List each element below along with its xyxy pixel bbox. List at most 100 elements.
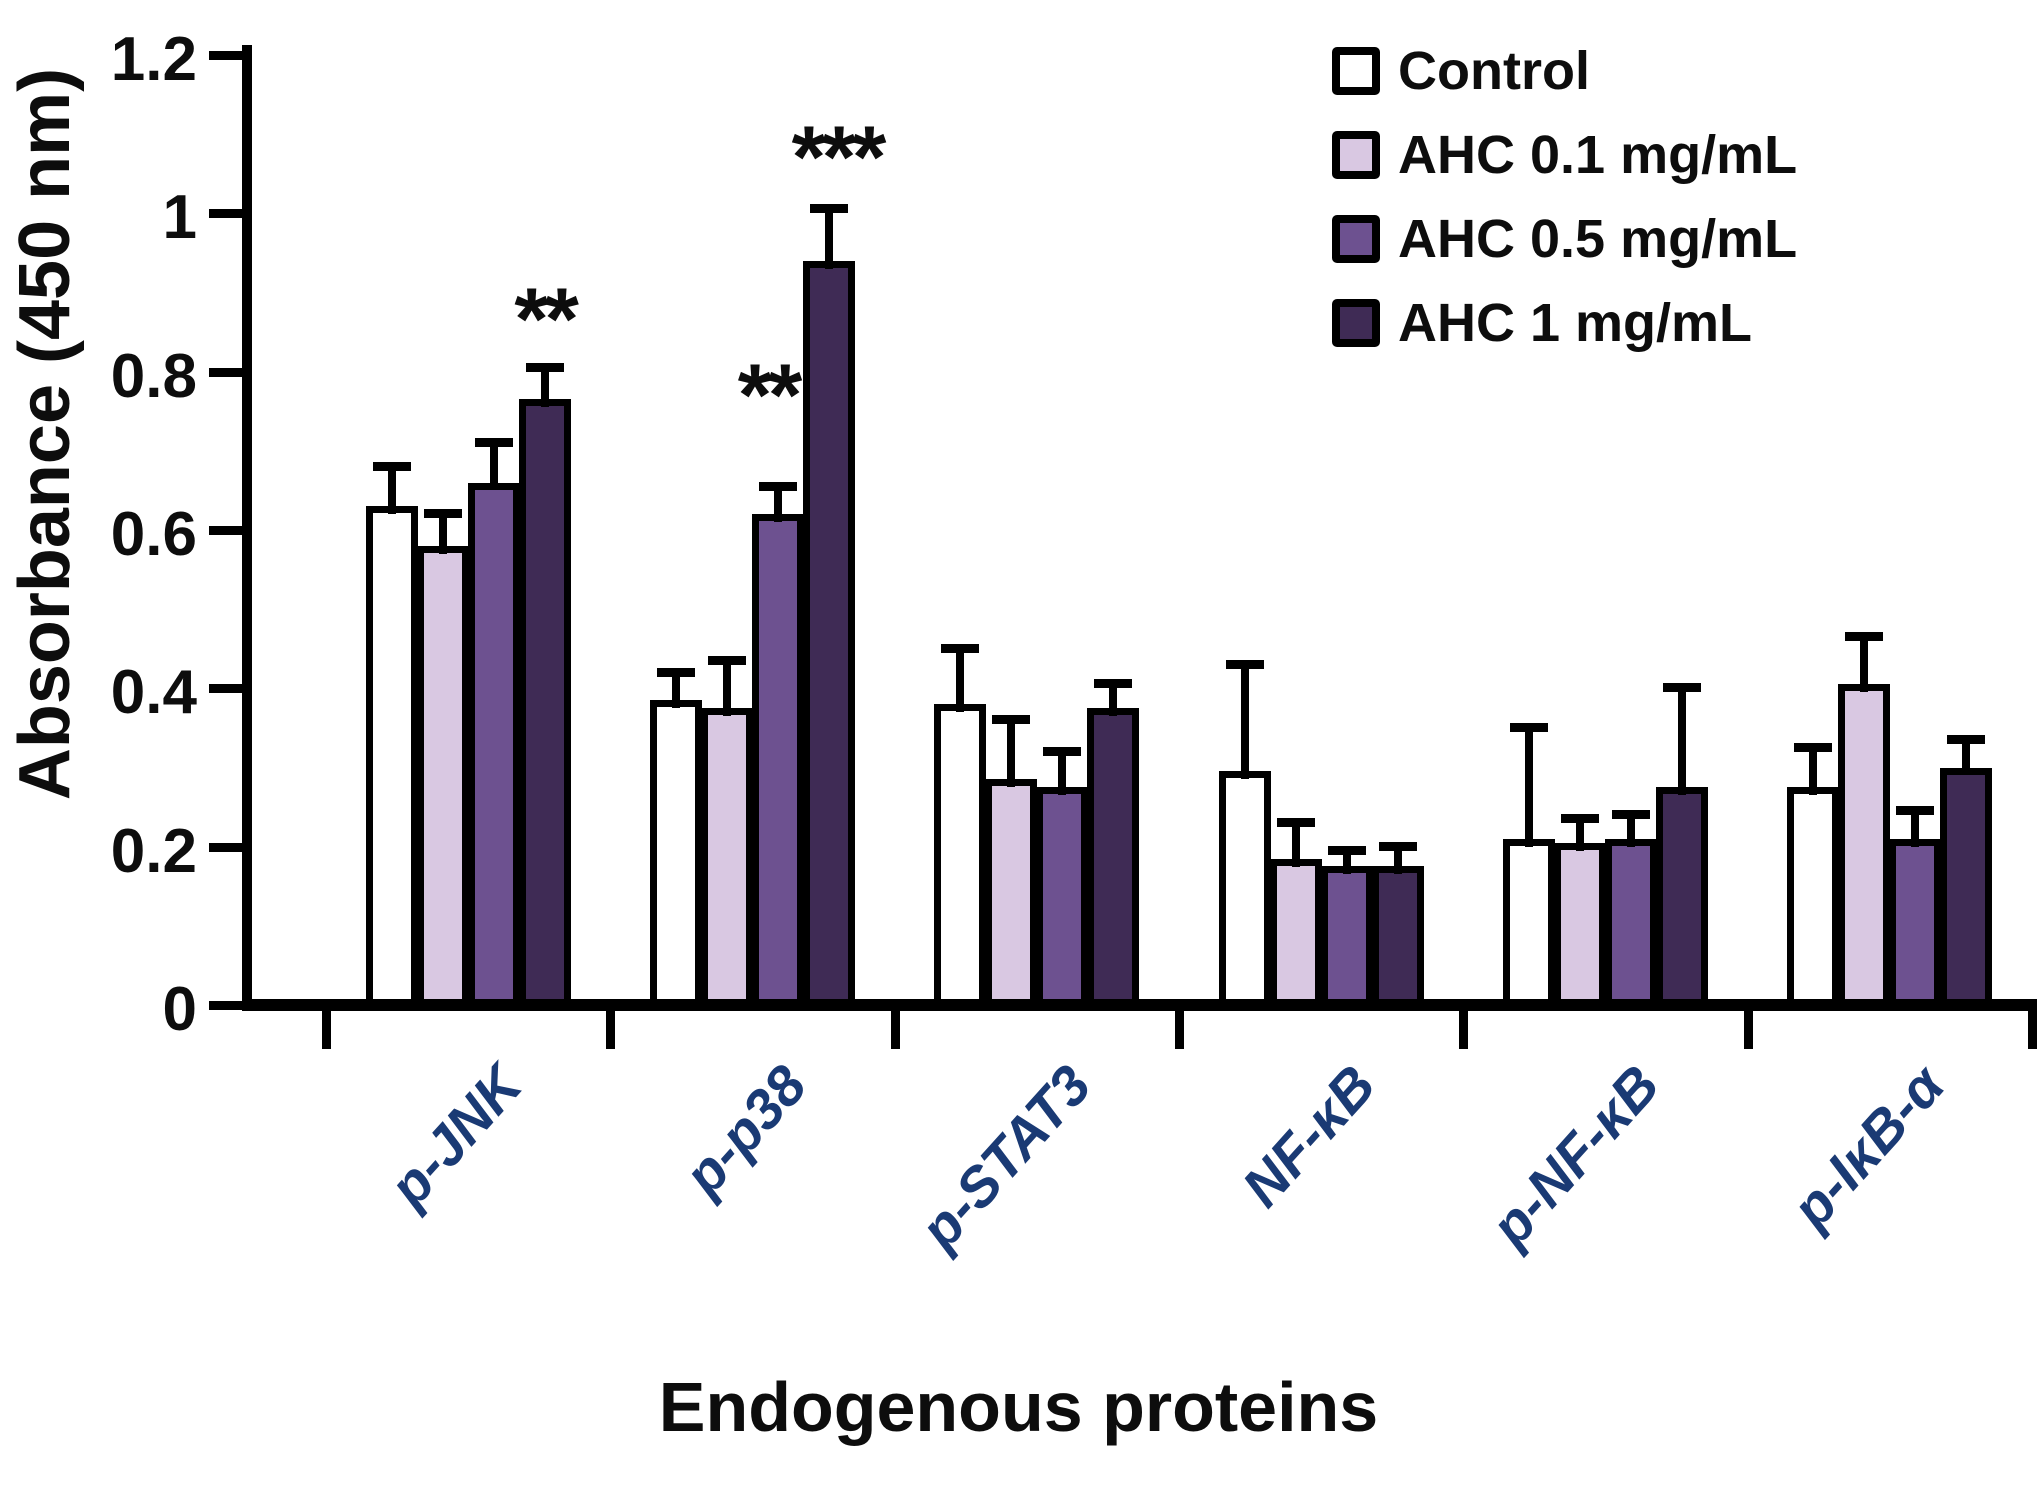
bar-ahc-0.5-mg/ml-NF-κB — [1320, 866, 1373, 1009]
x-tick — [606, 1011, 616, 1049]
error-bar-cap — [810, 204, 848, 214]
error-bar-whisker — [387, 462, 396, 515]
error-bar-cap — [1094, 679, 1133, 689]
error-bar-cap — [1276, 817, 1315, 827]
error-bar-whisker — [438, 510, 447, 554]
bar-ahc-0.5-mg/ml-p-p38 — [752, 514, 804, 1009]
bar-ahc-0.1-mg/ml-p-IκB-α — [1838, 684, 1891, 1009]
error-bar-whisker — [825, 205, 833, 269]
error-bar-whisker — [1525, 723, 1533, 847]
y-tick-label: 0.2 — [110, 816, 197, 886]
error-bar-whisker — [1058, 747, 1067, 796]
y-tick-label: 1.2 — [110, 25, 197, 94]
error-bar-cap — [1043, 746, 1082, 756]
y-tick — [209, 51, 243, 60]
error-bar-whisker — [672, 668, 680, 709]
bar-ahc-0.1-mg/ml-NF-κB — [1269, 858, 1322, 1009]
y-tick — [209, 1001, 243, 1010]
significance-marker: ** — [514, 269, 578, 369]
bar-ahc-0.5-mg/ml-p-STAT3 — [1036, 787, 1089, 1009]
legend-item: AHC 1 mg/mL — [1332, 296, 1797, 350]
bar-control-p-p38 — [650, 700, 702, 1009]
bar-ahc-0.5-mg/ml-p-NF-κB — [1605, 838, 1657, 1009]
legend-label: AHC 0.1 mg/mL — [1398, 125, 1798, 185]
bar-ahc-0.5-mg/ml-p-JNK — [467, 482, 520, 1009]
legend-label: AHC 1 mg/mL — [1398, 293, 1753, 353]
error-bar-cap — [1225, 659, 1264, 669]
error-bar-cap — [1663, 683, 1701, 693]
bar-ahc-1-mg/ml-p-NF-κB — [1656, 787, 1708, 1009]
x-tick — [890, 1011, 900, 1049]
bar-ahc-0.1-mg/ml-p-p38 — [701, 708, 753, 1009]
error-bar-cap — [992, 715, 1031, 725]
error-bar-whisker — [1678, 684, 1686, 796]
y-tick-label: 1 — [162, 183, 197, 253]
error-bar-whisker — [1007, 716, 1016, 788]
y-tick-label: 0 — [162, 975, 197, 1044]
y-axis-line — [242, 45, 252, 1011]
y-tick-label: 0.8 — [110, 341, 197, 411]
error-bar-whisker — [489, 438, 498, 491]
x-axis-title: Endogenous proteins — [658, 1368, 1379, 1446]
error-bar-cap — [372, 461, 411, 471]
x-tick — [1743, 1011, 1753, 1049]
y-tick — [209, 842, 243, 852]
bar-ahc-0.5-mg/ml-p-IκB-α — [1889, 838, 1942, 1009]
x-tick — [2028, 1011, 2037, 1049]
error-bar-whisker — [1240, 660, 1249, 780]
error-bar-whisker — [774, 482, 782, 523]
bar-control-p-JNK — [365, 506, 418, 1009]
error-bar-whisker — [956, 644, 965, 713]
y-tick-label: 0.4 — [110, 658, 197, 728]
bar-control-p-STAT3 — [934, 704, 987, 1009]
bar-control-p-NF-κB — [1503, 838, 1555, 1009]
bar-ahc-0.1-mg/ml-p-JNK — [416, 545, 469, 1009]
legend-label: Control — [1398, 41, 1590, 101]
x-axis-line — [242, 999, 2037, 1011]
category-label-p-STAT3: p-STAT3 — [907, 1053, 1103, 1261]
error-bar-cap — [1378, 841, 1417, 851]
x-tick — [1459, 1011, 1469, 1049]
legend-swatch-icon — [1332, 47, 1380, 95]
error-bar-cap — [474, 437, 513, 447]
x-tick — [322, 1011, 331, 1049]
y-tick — [209, 209, 243, 219]
legend-item: AHC 0.1 mg/mL — [1332, 128, 1797, 182]
bar-ahc-1-mg/ml-p-p38 — [803, 260, 855, 1009]
error-bar-whisker — [1911, 807, 1920, 847]
bar-ahc-1-mg/ml-p-IκB-α — [1940, 767, 1993, 1009]
bar-ahc-1-mg/ml-p-JNK — [518, 399, 571, 1009]
error-bar-cap — [525, 362, 564, 372]
legend-swatch-icon — [1332, 215, 1380, 263]
y-axis-title: Absorbance (450 nm) — [5, 67, 85, 801]
error-bar-cap — [708, 655, 746, 665]
error-bar-cap — [1845, 631, 1884, 641]
error-bar-cap — [1947, 734, 1986, 744]
error-bar-whisker — [540, 363, 549, 408]
error-bar-cap — [657, 667, 695, 677]
error-bar-whisker — [1576, 815, 1584, 851]
bar-ahc-0.1-mg/ml-p-STAT3 — [985, 779, 1038, 1009]
legend-item: Control — [1332, 44, 1797, 98]
y-tick-label: 0.6 — [110, 500, 197, 569]
significance-marker: ** — [737, 344, 802, 444]
category-label-p-p38: p-p38 — [671, 1053, 819, 1207]
error-bar-cap — [1510, 722, 1548, 732]
error-bar-whisker — [1809, 743, 1818, 796]
legend-label: AHC 0.5 mg/mL — [1398, 209, 1798, 269]
error-bar-cap — [1794, 742, 1833, 752]
error-bar-cap — [1896, 806, 1935, 816]
significance-marker: *** — [791, 107, 887, 207]
error-bar-whisker — [723, 656, 731, 717]
category-label-p-NF-κB: p-NF-κB — [1478, 1053, 1672, 1258]
error-bar-whisker — [1393, 842, 1402, 875]
error-bar-cap — [759, 481, 797, 491]
error-bar-cap — [423, 509, 462, 519]
error-bar-whisker — [1109, 680, 1118, 717]
category-label-p-JNK: p-JNK — [376, 1053, 535, 1219]
y-tick — [209, 367, 243, 377]
bar-ahc-1-mg/ml-p-STAT3 — [1087, 708, 1140, 1009]
error-bar-whisker — [1860, 632, 1869, 693]
y-tick — [209, 684, 243, 694]
